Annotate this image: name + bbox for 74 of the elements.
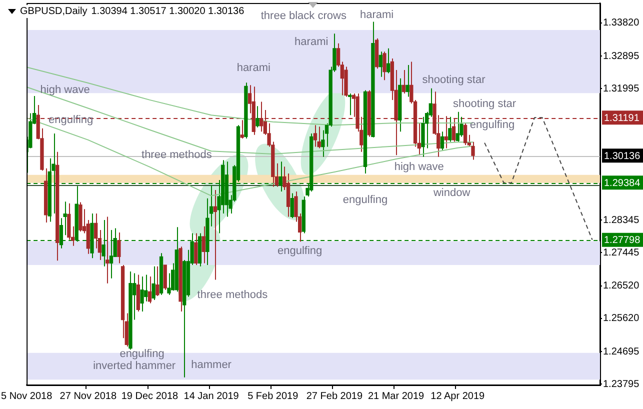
y-tick-label: 1.23795 (603, 378, 640, 390)
annotation: window (432, 187, 470, 200)
candlestick (378, 51, 382, 78)
candlestick (278, 161, 282, 192)
annotation: harami (294, 36, 328, 48)
annotation: three methods (197, 289, 268, 302)
annotation: three black crows (260, 10, 347, 22)
y-tick-label: 1.27445 (603, 247, 640, 258)
candlestick (240, 120, 244, 139)
candlestick (406, 64, 410, 98)
annotation: high wave (394, 161, 444, 174)
candlestick (163, 264, 167, 290)
candlestick (402, 70, 406, 94)
candlestick (386, 48, 390, 74)
y-tick-label: 1.31995 (603, 83, 640, 94)
candlestick (317, 126, 321, 149)
candlestick (456, 111, 460, 142)
ref-line-label: 1.29384 (604, 178, 641, 189)
x-tick-label: 14 Jan 2019 (184, 390, 240, 402)
chart-subtitle: 1.30394 1.30517 1.30020 1.30136 (91, 6, 244, 17)
candlestick (152, 266, 156, 300)
x-tick-label: 19 Dec 2018 (121, 390, 179, 402)
x-tick-label: 12 Apr 2019 (430, 390, 486, 402)
x-tick-label: 27 Nov 2018 (60, 390, 117, 402)
x-tick-label: 27 Feb 2019 (306, 390, 363, 402)
annotation: engulfing (48, 114, 94, 126)
ref-line-label: 1.30136 (604, 150, 641, 162)
candlestick (167, 272, 171, 296)
annotation: shooting star (422, 74, 486, 86)
candlestick (117, 232, 121, 264)
x-tick-label: 5 Feb 2019 (248, 390, 299, 402)
candlestick (382, 51, 386, 81)
y-tick-label: 1.33820 (603, 18, 640, 29)
annotation: high wave (40, 84, 90, 96)
candlestick (213, 190, 217, 280)
candlestick (148, 276, 152, 304)
ref-line-label: 1.31191 (604, 112, 640, 124)
annotation: harami (360, 9, 394, 22)
candlestick (106, 216, 110, 284)
y-tick-label: 1.26520 (603, 280, 640, 292)
y-tick-label: 1.32895 (603, 50, 640, 62)
y-tick-label: 1.24695 (603, 346, 640, 358)
annotation: engulfing (470, 119, 515, 132)
candlestick (156, 266, 160, 296)
annotation: harami (236, 62, 270, 74)
candlestick (460, 116, 464, 138)
candlestick (67, 202, 71, 240)
candlestick (440, 131, 444, 151)
candlestick (194, 232, 198, 266)
x-tick-label: 21 Mar 2019 (368, 390, 425, 402)
annotation: engulfing (277, 245, 322, 258)
candlestick (140, 276, 144, 312)
annotation: engulfing (120, 348, 164, 360)
candlestick (448, 116, 452, 142)
candlestick (144, 274, 148, 302)
annotation: hammer (191, 359, 232, 372)
candlestick (63, 201, 67, 236)
chart-title: GBPUSD,Daily (20, 6, 88, 17)
annotation: engulfing (342, 194, 388, 206)
candlestick (202, 226, 206, 264)
annotation: three methods (142, 149, 212, 162)
candlestick (94, 212, 98, 249)
candlestick (463, 122, 468, 146)
y-tick-label: 1.28345 (603, 214, 640, 226)
ref-line-label: 1.27798 (604, 235, 641, 246)
x-tick-label: 5 Nov 2018 (0, 390, 53, 402)
candlestick (313, 124, 318, 148)
annotation: inverted hammer (93, 360, 176, 372)
annotation: shooting star (453, 98, 516, 110)
y-tick-label: 1.25620 (603, 313, 640, 324)
candlestick (471, 141, 475, 160)
candlestick (290, 192, 294, 219)
candlestick (256, 106, 260, 128)
candlestick (348, 92, 352, 116)
